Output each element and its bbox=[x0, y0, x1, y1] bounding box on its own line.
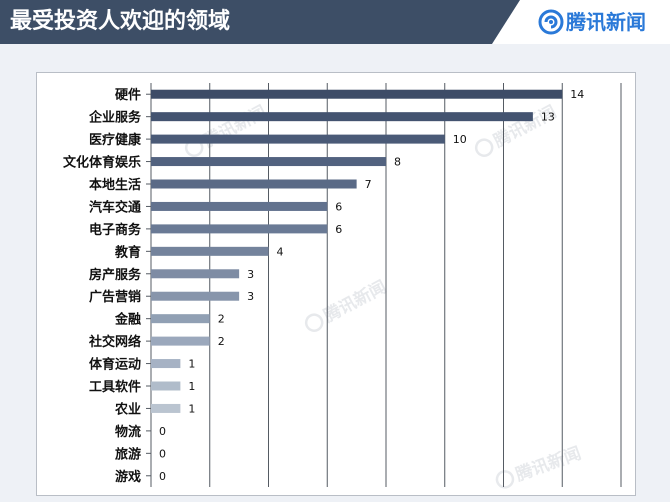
data-label: 6 bbox=[335, 200, 342, 213]
data-label: 0 bbox=[159, 425, 166, 438]
watermark-logo-icon bbox=[304, 313, 324, 332]
brand-name: 腾讯新闻 bbox=[566, 10, 646, 34]
category-label: 本地生活 bbox=[89, 177, 141, 193]
data-label: 2 bbox=[218, 313, 225, 326]
bar bbox=[151, 112, 533, 122]
data-label: 4 bbox=[277, 245, 284, 258]
category-label: 教育 bbox=[114, 244, 141, 260]
category-label: 工具软件 bbox=[89, 379, 141, 395]
header-bar: 最受投资人欢迎的领域 腾讯新闻 bbox=[0, 0, 670, 44]
bar bbox=[151, 359, 181, 369]
bar bbox=[151, 246, 269, 256]
category-label: 游戏 bbox=[115, 469, 141, 485]
data-label: 6 bbox=[335, 223, 342, 236]
bar bbox=[151, 201, 328, 211]
page-title: 最受投资人欢迎的领域 bbox=[10, 9, 231, 34]
tencent-news-logo-icon bbox=[538, 9, 564, 35]
watermark-text: 腾讯新闻 bbox=[513, 443, 584, 486]
watermark-text: 腾讯新闻 bbox=[490, 101, 560, 151]
data-label: 3 bbox=[247, 290, 254, 303]
bar bbox=[151, 157, 386, 167]
chart-panel: 腾讯新闻 腾讯新闻 腾讯新闻 腾讯新闻 硬件 14 企业服务 13 医疗健康 10 文化体育娱乐 8 本… bbox=[36, 72, 636, 496]
bar bbox=[151, 134, 445, 144]
category-label: 硬件 bbox=[115, 87, 141, 103]
watermark-text: 腾讯新闻 bbox=[320, 276, 390, 326]
category-label: 汽车交通 bbox=[89, 199, 141, 215]
data-label: 8 bbox=[394, 156, 401, 169]
bar bbox=[151, 89, 563, 99]
category-label: 电子商务 bbox=[89, 222, 142, 238]
brand-area: 腾讯新闻 bbox=[492, 0, 670, 44]
category-label: 金融 bbox=[114, 312, 141, 328]
category-label: 文化体育娱乐 bbox=[63, 155, 141, 171]
data-label: 10 bbox=[453, 133, 467, 146]
data-label: 7 bbox=[365, 178, 372, 191]
watermark: 腾讯新闻 bbox=[184, 101, 270, 157]
category-label: 社交网络 bbox=[88, 334, 141, 350]
category-label: 企业服务 bbox=[88, 110, 142, 126]
bar bbox=[151, 314, 210, 324]
bar bbox=[151, 224, 328, 234]
bar bbox=[151, 269, 240, 279]
data-label: 1 bbox=[188, 380, 195, 393]
category-label: 广告营销 bbox=[89, 289, 141, 305]
category-label: 体育运动 bbox=[89, 357, 141, 373]
data-label: 0 bbox=[159, 447, 166, 460]
bar bbox=[151, 381, 181, 391]
data-label: 13 bbox=[541, 111, 555, 124]
data-label: 2 bbox=[218, 335, 225, 348]
bar bbox=[151, 336, 210, 346]
category-label: 物流 bbox=[115, 424, 141, 440]
category-label: 房产服务 bbox=[89, 267, 142, 283]
category-label: 旅游 bbox=[115, 446, 141, 462]
data-label: 3 bbox=[247, 268, 254, 281]
watermark-text: 腾讯新闻 bbox=[200, 101, 270, 151]
data-label: 14 bbox=[570, 88, 584, 101]
data-label: 1 bbox=[188, 402, 195, 415]
category-label: 农业 bbox=[114, 401, 141, 417]
bar bbox=[151, 179, 357, 189]
category-label: 医疗健康 bbox=[89, 132, 142, 148]
watermark-logo-icon bbox=[474, 138, 494, 157]
bar bbox=[151, 291, 240, 301]
bar bbox=[151, 403, 181, 413]
watermark-logo-icon bbox=[495, 470, 515, 489]
watermark: 腾讯新闻 bbox=[304, 276, 390, 332]
watermark: 腾讯新闻 bbox=[495, 443, 584, 489]
data-label: 0 bbox=[159, 470, 166, 483]
data-label: 1 bbox=[188, 358, 195, 371]
